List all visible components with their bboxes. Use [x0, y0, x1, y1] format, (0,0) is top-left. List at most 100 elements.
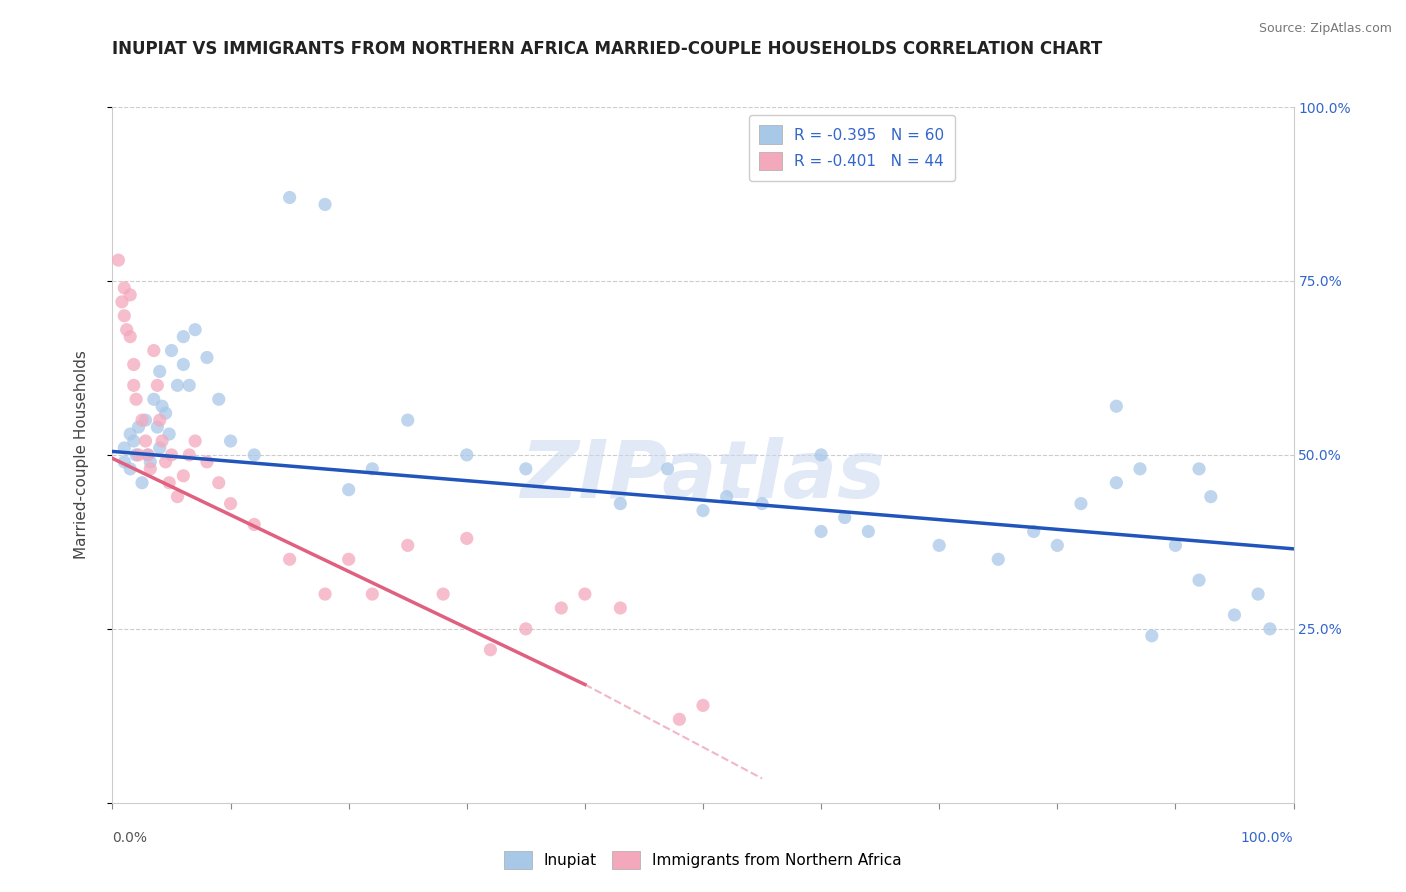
Legend: Inupiat, Immigrants from Northern Africa: Inupiat, Immigrants from Northern Africa: [498, 845, 908, 875]
Point: [131, 413, 153, 427]
Point: [135, 434, 157, 448]
Point: [166, 490, 188, 504]
Point: [136, 448, 159, 462]
Text: 100.0%: 100.0%: [1241, 830, 1294, 845]
Text: INUPIAT VS IMMIGRANTS FROM NORTHERN AFRICA MARRIED-COUPLE HOUSEHOLDS CORRELATION: INUPIAT VS IMMIGRANTS FROM NORTHERN AFRI…: [112, 40, 1102, 58]
Point: [550, 601, 572, 615]
Point: [751, 497, 773, 511]
Point: [1070, 497, 1092, 511]
Point: [146, 420, 169, 434]
Point: [1105, 475, 1128, 490]
Point: [609, 497, 631, 511]
Point: [125, 392, 148, 407]
Point: [987, 552, 1010, 566]
Point: [112, 455, 135, 469]
Point: [208, 392, 231, 407]
Point: [1188, 573, 1211, 587]
Point: [515, 622, 537, 636]
Point: [111, 294, 134, 309]
Point: [150, 399, 173, 413]
Point: [112, 441, 135, 455]
Point: [172, 358, 194, 372]
Point: [155, 455, 177, 469]
Point: [456, 532, 478, 546]
Point: [120, 462, 142, 476]
Point: [692, 503, 714, 517]
Point: [1046, 538, 1069, 552]
Point: [810, 524, 832, 539]
Point: [120, 288, 142, 302]
Point: [1223, 607, 1246, 622]
Point: [716, 490, 738, 504]
Point: [149, 364, 172, 378]
Point: [184, 323, 207, 337]
Point: [160, 448, 183, 462]
Text: Source: ZipAtlas.com: Source: ZipAtlas.com: [1258, 22, 1392, 36]
Point: [692, 698, 714, 713]
Point: [160, 343, 183, 358]
Point: [157, 475, 180, 490]
Point: [1129, 462, 1152, 476]
Point: [337, 552, 360, 566]
Point: [136, 448, 159, 462]
Point: [142, 343, 165, 358]
Y-axis label: Married-couple Households: Married-couple Households: [75, 351, 89, 559]
Point: [858, 524, 880, 539]
Point: [127, 448, 149, 462]
Point: [668, 712, 690, 726]
Point: [172, 468, 194, 483]
Point: [115, 323, 138, 337]
Point: [278, 190, 301, 204]
Point: [184, 434, 207, 448]
Point: [149, 413, 172, 427]
Point: [574, 587, 596, 601]
Point: [131, 475, 153, 490]
Point: [179, 378, 201, 392]
Point: [1247, 587, 1270, 601]
Point: [657, 462, 679, 476]
Point: [479, 642, 502, 657]
Point: [139, 462, 162, 476]
Point: [810, 448, 832, 462]
Point: [195, 351, 218, 365]
Point: [1140, 629, 1163, 643]
Point: [361, 462, 384, 476]
Point: [127, 420, 149, 434]
Point: [139, 455, 162, 469]
Point: [243, 448, 266, 462]
Point: [515, 462, 537, 476]
Point: [609, 601, 631, 615]
Point: [1188, 462, 1211, 476]
Point: [146, 378, 169, 392]
Point: [155, 406, 177, 420]
Point: [208, 475, 231, 490]
Point: [1164, 538, 1187, 552]
Point: [150, 434, 173, 448]
Legend: R = -0.395   N = 60, R = -0.401   N = 44: R = -0.395 N = 60, R = -0.401 N = 44: [748, 115, 955, 181]
Point: [396, 413, 419, 427]
Point: [166, 378, 188, 392]
Point: [1258, 622, 1281, 636]
Point: [179, 448, 201, 462]
Text: 0.0%: 0.0%: [112, 830, 148, 845]
Text: ZIPatlas: ZIPatlas: [520, 437, 886, 515]
Point: [120, 427, 142, 442]
Point: [172, 329, 194, 343]
Point: [195, 455, 218, 469]
Point: [1199, 490, 1222, 504]
Point: [1105, 399, 1128, 413]
Point: [834, 510, 856, 524]
Point: [396, 538, 419, 552]
Point: [149, 441, 172, 455]
Point: [122, 358, 145, 372]
Point: [219, 434, 242, 448]
Point: [107, 253, 129, 268]
Point: [278, 552, 301, 566]
Point: [157, 427, 180, 442]
Point: [112, 281, 135, 295]
Point: [112, 309, 135, 323]
Point: [243, 517, 266, 532]
Point: [361, 587, 384, 601]
Point: [120, 329, 142, 343]
Point: [122, 378, 145, 392]
